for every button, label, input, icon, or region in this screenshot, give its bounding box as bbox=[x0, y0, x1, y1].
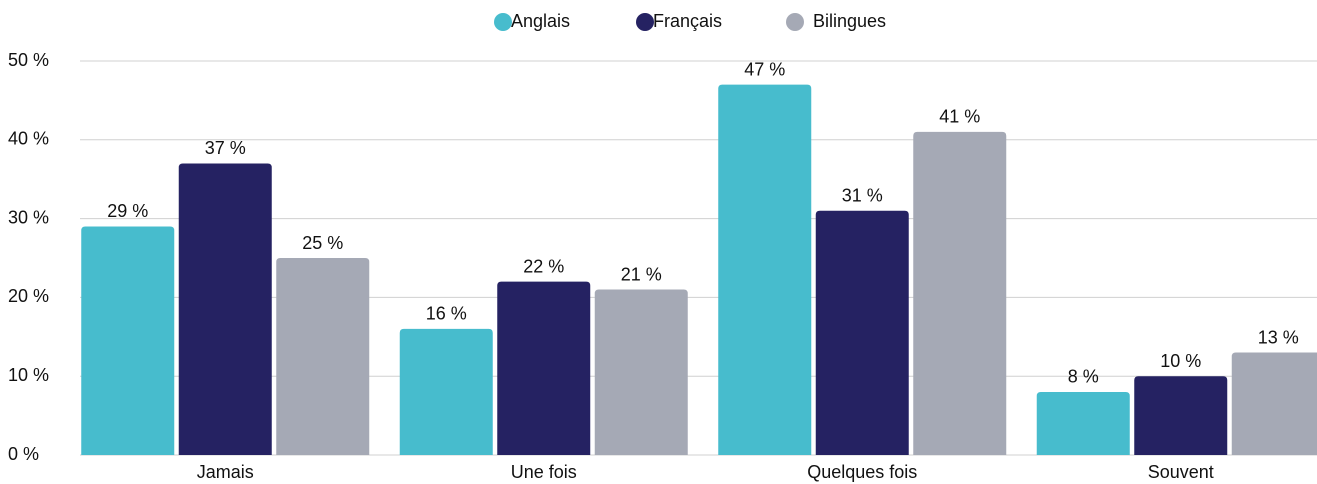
x-tick-label: Quelques fois bbox=[807, 462, 917, 482]
bar bbox=[178, 163, 272, 455]
bar bbox=[81, 226, 175, 455]
legend-label: Anglais bbox=[511, 11, 570, 31]
bar bbox=[1036, 391, 1130, 455]
y-tick-label: 0 % bbox=[8, 444, 39, 464]
value-label: 21 % bbox=[621, 264, 662, 284]
legend-swatch bbox=[786, 13, 804, 31]
y-tick-label: 20 % bbox=[8, 286, 49, 306]
value-label: 13 % bbox=[1258, 327, 1299, 347]
bar bbox=[1231, 352, 1317, 455]
legend-swatch bbox=[494, 13, 512, 31]
value-label: 8 % bbox=[1068, 367, 1099, 387]
value-label: 22 % bbox=[523, 256, 564, 276]
value-label: 31 % bbox=[842, 185, 883, 205]
value-label: 29 % bbox=[107, 201, 148, 221]
y-tick-label: 40 % bbox=[8, 129, 49, 149]
value-label: 37 % bbox=[205, 138, 246, 158]
legend-label: Bilingues bbox=[813, 11, 886, 31]
legend-label: Français bbox=[653, 11, 722, 31]
bar bbox=[913, 131, 1007, 456]
y-tick-label: 50 % bbox=[8, 50, 49, 70]
value-label: 41 % bbox=[939, 107, 980, 127]
bar bbox=[815, 210, 909, 455]
y-tick-label: 10 % bbox=[8, 365, 49, 385]
bar bbox=[1134, 376, 1228, 455]
bar bbox=[399, 328, 493, 455]
bar bbox=[594, 289, 688, 455]
value-label: 16 % bbox=[426, 304, 467, 324]
bar bbox=[276, 258, 370, 455]
y-tick-label: 30 % bbox=[8, 207, 49, 227]
legend-swatch bbox=[636, 13, 654, 31]
value-label: 25 % bbox=[302, 233, 343, 253]
x-tick-label: Jamais bbox=[197, 462, 254, 482]
x-tick-label: Souvent bbox=[1148, 462, 1214, 482]
bar bbox=[497, 281, 591, 455]
x-tick-label: Une fois bbox=[511, 462, 577, 482]
bar bbox=[718, 84, 812, 455]
value-label: 10 % bbox=[1160, 351, 1201, 371]
value-label: 47 % bbox=[744, 59, 785, 79]
